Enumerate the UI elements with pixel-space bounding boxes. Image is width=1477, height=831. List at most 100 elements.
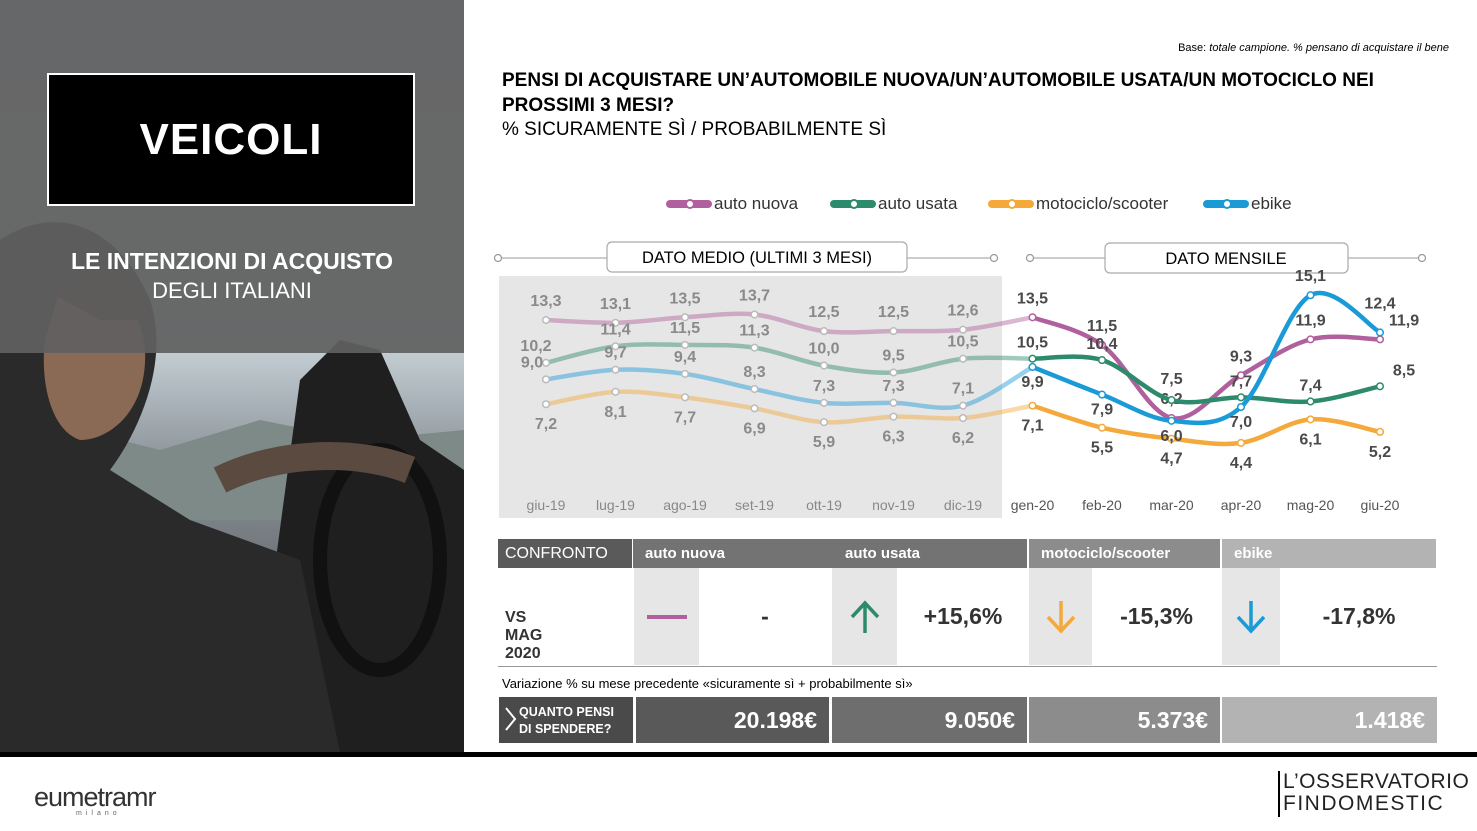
data-label-auto-usata: 11,4	[600, 321, 630, 338]
data-label-motociclo-scooter: 4,7	[1160, 451, 1182, 468]
osservatorio-logo: L’OSSERVATORIO FINDOMESTIC	[1278, 771, 1469, 817]
data-label-auto-nuova: 13,5	[669, 290, 700, 307]
data-point-ebike	[1236, 402, 1246, 412]
series-line-auto-usata-average	[543, 342, 1035, 375]
data-point-auto-nuova	[1236, 371, 1246, 380]
x-tick-label: dic-19	[944, 497, 982, 513]
data-label-auto-usata: 10,2	[520, 338, 551, 355]
spend-auto-nuova: 20.198€	[636, 697, 829, 743]
x-tick-label: ott-19	[806, 497, 842, 513]
data-label-ebike: 7,3	[813, 378, 835, 395]
x-tick-label: mar-20	[1149, 497, 1194, 513]
data-label-motociclo-scooter: 5,5	[1091, 440, 1113, 457]
data-point-auto-usata	[889, 368, 898, 377]
arrow-down-icon	[1029, 568, 1092, 665]
series-line-auto-nuova-monthly	[1030, 315, 1383, 421]
data-label-auto-nuova: 13,7	[739, 288, 770, 305]
data-point-motociclo-scooter	[541, 400, 551, 409]
data-point-motociclo-scooter	[1375, 427, 1385, 436]
data-label-auto-nuova: 12,6	[947, 303, 978, 320]
data-point-ebike	[1306, 291, 1315, 300]
data-point-auto-nuova	[1306, 335, 1315, 344]
spend-ebike: 1.418€	[1222, 697, 1437, 743]
footer-divider	[0, 752, 1477, 757]
data-point-auto-usata	[1028, 354, 1037, 363]
data-point-ebike	[750, 385, 759, 394]
data-label-motociclo-scooter: 8,1	[604, 404, 626, 421]
spend-motociclo: 5.373€	[1029, 697, 1220, 743]
data-label-ebike: 8,3	[743, 364, 765, 381]
arrow-up-icon	[832, 568, 897, 665]
monthly-period-label: DATO MENSILE	[1165, 250, 1286, 268]
legend-auto-nuova: auto nuova	[666, 194, 798, 214]
data-point-auto-nuova	[819, 327, 829, 336]
data-point-ebike	[1375, 328, 1385, 337]
data-label-auto-usata: 7,4	[1299, 377, 1321, 394]
photo-panel: VEICOLI LE INTENZIONI DI ACQUISTO DEGLI …	[0, 0, 464, 752]
data-point-auto-usata	[750, 343, 759, 352]
compare-col-auto: auto nuova auto usata	[633, 539, 1027, 568]
data-label-motociclo-scooter: 7,2	[535, 416, 557, 433]
divider	[498, 666, 1437, 667]
data-point-ebike	[1097, 390, 1107, 399]
section-subtitle-bold: LE INTENZIONI DI ACQUISTO	[70, 248, 393, 274]
data-label-auto-usata: 10,4	[1086, 336, 1117, 353]
data-point-auto-usata	[1236, 393, 1246, 402]
data-label-ebike: 7,0	[1230, 414, 1252, 431]
series-line-motociclo-scooter-average	[543, 389, 1035, 425]
x-tick-label: ago-19	[663, 497, 707, 513]
compare-value-auto-usata: +15,6%	[923, 603, 1003, 629]
monthly-period-box	[1104, 242, 1349, 274]
x-tick-label: feb-20	[1082, 497, 1122, 513]
data-label-motociclo-scooter: 7,7	[674, 409, 696, 426]
data-label-auto-usata: 11,3	[739, 323, 769, 340]
data-label-motociclo-scooter: 5,9	[813, 434, 835, 451]
data-label-auto-usata: 10,5	[947, 334, 978, 351]
section-subtitle: DEGLI ITALIANI	[152, 278, 312, 303]
data-label-auto-nuova: 13,1	[600, 296, 631, 313]
data-label-auto-usata: 7,5	[1160, 371, 1182, 388]
data-point-auto-usata	[680, 340, 690, 349]
data-point-auto-nuova	[1375, 335, 1385, 344]
x-tick-label: giu-19	[527, 497, 566, 513]
data-label-motociclo-scooter: 5,2	[1369, 444, 1391, 461]
data-label-auto-nuova: 11,9	[1389, 312, 1419, 329]
x-tick-label: nov-19	[872, 497, 915, 513]
legend-auto-usata: auto usata	[830, 194, 957, 214]
data-point-motociclo-scooter	[819, 418, 829, 427]
data-label-ebike: 9,7	[604, 345, 626, 362]
data-point-auto-nuova	[1097, 340, 1107, 349]
x-tick-label: mag-20	[1287, 497, 1335, 513]
data-label-auto-nuova: 12,5	[808, 304, 839, 321]
average-period-area	[499, 276, 1002, 518]
data-label-auto-nuova: 12,5	[878, 304, 909, 321]
data-point-motociclo-scooter	[1028, 401, 1037, 410]
data-point-auto-usata	[958, 354, 968, 363]
question-subtitle: % SICURAMENTE SÌ / PROBABILMENTE SÌ	[502, 119, 887, 140]
chevron-right-icon	[505, 707, 517, 731]
data-point-motociclo-scooter	[1167, 434, 1176, 443]
data-point-ebike	[1167, 416, 1176, 425]
line-chart: DATO MEDIO (ULTIMI 3 MESI) DATO MENSILE gi…	[493, 241, 1427, 518]
data-point-motociclo-scooter	[1097, 423, 1107, 432]
compare-value-auto-nuova: -	[761, 603, 769, 629]
data-point-auto-nuova	[611, 318, 620, 327]
compare-value-motociclo: -15,3%	[1120, 603, 1193, 629]
x-tick-label: lug-19	[596, 497, 635, 513]
data-point-ebike	[611, 365, 620, 374]
data-label-auto-nuova: 9,3	[1230, 348, 1252, 365]
data-point-auto-usata	[819, 361, 829, 370]
section-title: VEICOLI	[139, 114, 323, 164]
data-label-ebike: 9,4	[674, 349, 696, 366]
question-title: PENSI DI ACQUISTARE UN’AUTOMOBILE NUOVA/…	[502, 70, 1374, 116]
data-label-auto-usata: 7,7	[1230, 373, 1252, 390]
spend-auto-usata: 9.050€	[832, 697, 1027, 743]
data-label-motociclo-scooter: 4,4	[1230, 455, 1252, 472]
eumetra-logo: eumetramr milano	[34, 782, 157, 817]
data-point-motociclo-scooter	[889, 412, 898, 421]
data-label-motociclo-scooter: 6,1	[1299, 431, 1321, 448]
data-label-motociclo-scooter: 6,3	[882, 429, 904, 446]
x-tick-label: apr-20	[1221, 497, 1262, 513]
data-point-ebike	[541, 375, 551, 384]
